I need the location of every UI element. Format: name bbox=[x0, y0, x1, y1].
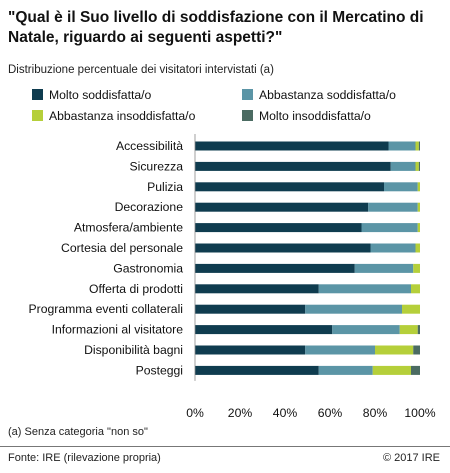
bar-segment bbox=[388, 141, 416, 151]
bar-segment bbox=[390, 161, 416, 171]
bar-segment bbox=[195, 202, 369, 212]
legend-label: Abbastanza soddisfatta/o bbox=[259, 88, 396, 102]
bar-segment bbox=[384, 182, 418, 192]
bar-segment bbox=[417, 223, 420, 233]
x-tick-label: 80% bbox=[363, 406, 388, 420]
bar-segment bbox=[411, 284, 420, 294]
bar-segment bbox=[402, 304, 420, 314]
category-label: Programma eventi collaterali bbox=[29, 302, 183, 316]
bar-segment bbox=[195, 243, 371, 253]
bar-segment bbox=[415, 141, 419, 151]
bar-segment bbox=[411, 365, 420, 375]
category-label: Gastronomia bbox=[113, 261, 183, 275]
category-label: Disponibilità bagni bbox=[84, 343, 183, 357]
copyright-note: © 2017 IRE bbox=[382, 452, 440, 464]
bar-segment bbox=[332, 325, 400, 335]
bar-segment bbox=[372, 365, 411, 375]
bar-segment bbox=[195, 223, 362, 233]
bar-segment bbox=[318, 365, 373, 375]
category-label: Sicurezza bbox=[129, 159, 183, 173]
bar-segment bbox=[413, 345, 420, 355]
chart-legend: Molto soddisfatta/o Abbastanza soddisfat… bbox=[32, 87, 432, 127]
category-label: Cortesia del personale bbox=[61, 241, 183, 255]
bar-segment bbox=[368, 202, 418, 212]
bar-segment bbox=[195, 304, 306, 314]
bar-segment bbox=[413, 263, 420, 273]
bar-segment bbox=[318, 284, 411, 294]
bar-segment bbox=[375, 345, 414, 355]
category-label: Accessibilità bbox=[116, 139, 183, 153]
footnote: (a) Senza categoria "non so" bbox=[8, 426, 148, 438]
x-tick-label: 100% bbox=[404, 406, 435, 420]
legend-label: Molto soddisfatta/o bbox=[49, 88, 152, 102]
x-tick-label: 20% bbox=[228, 406, 253, 420]
bar-segment bbox=[195, 345, 306, 355]
x-tick-label: 0% bbox=[186, 406, 204, 420]
category-label: Pulizia bbox=[147, 180, 183, 194]
source-note: Fonte: IRE (rilevazione propria) bbox=[8, 452, 161, 464]
x-tick-label: 60% bbox=[318, 406, 343, 420]
legend-label: Molto insoddisfatta/o bbox=[259, 109, 371, 123]
legend-label: Abbastanza insoddisfatta/o bbox=[49, 109, 196, 123]
bar-chart: Accessibilità Sicurezza Pulizia Decorazione… bbox=[29, 134, 436, 420]
category-label: Decorazione bbox=[115, 200, 184, 214]
legend-swatch bbox=[242, 110, 253, 121]
legend-swatch bbox=[32, 89, 43, 100]
bar-segment bbox=[195, 141, 389, 151]
x-tick-label: 40% bbox=[273, 406, 298, 420]
bar-segment bbox=[361, 223, 418, 233]
bar-segment bbox=[415, 161, 419, 171]
bar-segment bbox=[354, 263, 414, 273]
divider bbox=[0, 446, 450, 447]
bar-segment bbox=[417, 325, 420, 335]
bar-segment bbox=[195, 284, 319, 294]
category-label: Informazioni al visitatore bbox=[52, 323, 184, 337]
bar-segment bbox=[415, 243, 420, 253]
category-label: Posteggi bbox=[136, 363, 183, 377]
bar-segment bbox=[305, 345, 375, 355]
bar-segment bbox=[305, 304, 402, 314]
bar-segment bbox=[417, 182, 420, 192]
legend-swatch bbox=[32, 110, 43, 121]
bar-segment bbox=[399, 325, 418, 335]
chart-title: "Qual è il Suo livello di soddisfazione … bbox=[8, 9, 424, 46]
bar-segment bbox=[195, 182, 384, 192]
bar-segment bbox=[195, 365, 319, 375]
legend-swatch bbox=[242, 89, 253, 100]
bar-segment bbox=[195, 161, 391, 171]
bar-segment bbox=[417, 202, 420, 212]
bar-segment bbox=[418, 161, 420, 171]
bar-segment bbox=[370, 243, 416, 253]
bar-segment bbox=[195, 263, 355, 273]
category-label: Offerta di prodotti bbox=[89, 282, 183, 296]
bar-segment bbox=[418, 141, 420, 151]
bar-segment bbox=[195, 325, 333, 335]
category-label: Atmosfera/ambiente bbox=[74, 221, 183, 235]
chart-subtitle: Distribuzione percentuale dei visitatori… bbox=[8, 64, 274, 76]
